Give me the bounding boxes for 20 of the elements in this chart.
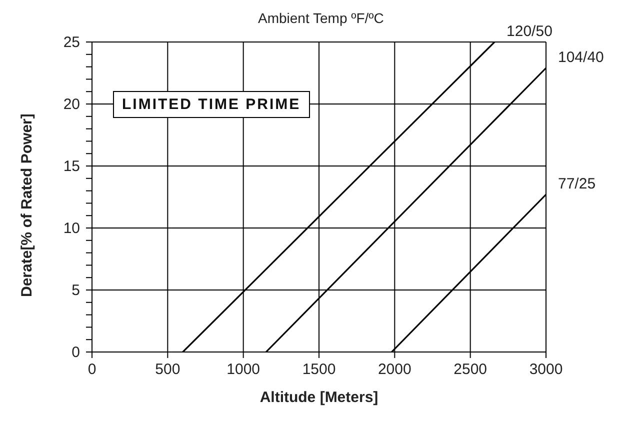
- x-tick-label: 0: [88, 361, 96, 378]
- y-tick-label: 20: [63, 96, 80, 113]
- x-axis-title: Altitude [Meters]: [260, 389, 378, 406]
- x-tick-label: 3000: [529, 361, 563, 378]
- y-axis-title: Derate[% of Rated Power]: [18, 114, 36, 297]
- series-label: 77/25: [558, 176, 596, 193]
- series-label: 120/50: [506, 23, 552, 40]
- x-tick-label: 500: [155, 361, 180, 378]
- series-label: 104/40: [558, 49, 604, 66]
- legend-title: Ambient Temp ºF/ºC: [258, 10, 384, 26]
- y-tick-label: 25: [63, 34, 80, 51]
- y-tick-label: 15: [63, 158, 80, 175]
- y-tick-label: 5: [72, 282, 80, 299]
- x-tick-label: 2000: [378, 361, 412, 378]
- x-tick-label: 1500: [302, 361, 336, 378]
- annotation: LIMITED TIME PRIME: [113, 91, 310, 118]
- y-tick-label: 0: [72, 344, 80, 361]
- x-tick-label: 1000: [226, 361, 260, 378]
- y-tick-label: 10: [63, 220, 80, 237]
- x-tick-label: 2500: [454, 361, 488, 378]
